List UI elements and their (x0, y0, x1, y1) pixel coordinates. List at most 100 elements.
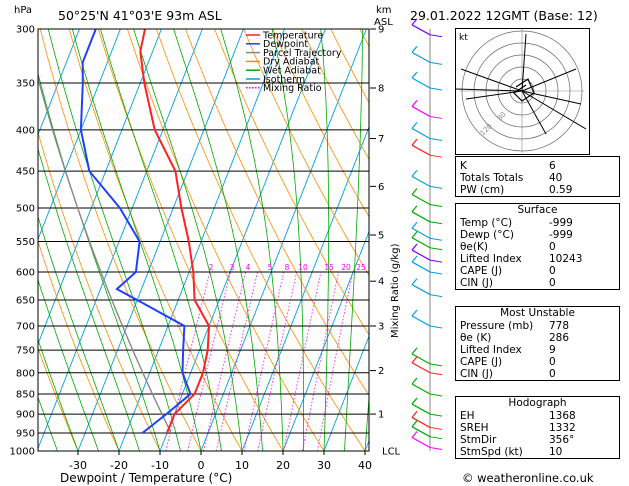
wind-barb-flag (411, 46, 418, 53)
index-row: Pressure (mb) 778 (456, 320, 619, 332)
index-key: Dewp (°C) (460, 229, 514, 241)
mixing-ratio-line (203, 271, 246, 451)
wind-barb (411, 249, 431, 261)
index-row: CAPE (J) 0 (456, 265, 619, 277)
index-row: Temp (°C) -999 (456, 217, 619, 229)
index-key: K (460, 160, 467, 172)
wet-adiabat-line (38, 396, 58, 451)
credit-text: © weatheronline.co.uk (462, 471, 594, 485)
mixing-ratio-line (257, 271, 298, 451)
wind-barb-feather (429, 185, 443, 189)
dry-adiabat-line (38, 346, 79, 451)
isotherm-line (159, 29, 326, 451)
wind-barb (411, 383, 431, 395)
mixing-ratio-line (316, 271, 354, 451)
pressure-tick-label: 1000 (10, 447, 35, 458)
wind-barb-feather (429, 413, 443, 417)
wind-barb-feather (429, 393, 443, 397)
wind-barb-feather (429, 446, 443, 450)
wind-barb-flag (411, 356, 418, 364)
height-tick-label: 1 (378, 410, 384, 421)
index-value: -999 (549, 217, 573, 229)
wind-barb-flag (411, 188, 418, 195)
index-row: CAPE (J) 0 (456, 356, 619, 368)
hodograph-trace (521, 90, 547, 135)
wind-barb-feather (429, 372, 443, 376)
height-tick-label: 5 (378, 231, 384, 242)
temp-tick-label: -10 (151, 459, 169, 472)
dewpoint-profile-line (79, 29, 192, 434)
index-row: Lifted Index 10243 (456, 253, 619, 265)
isotherm-line (241, 125, 369, 451)
index-key: Lifted Index (460, 344, 522, 356)
index-value: 286 (549, 332, 570, 344)
temp-tick-label: 0 (198, 459, 205, 472)
wind-barb-feather (429, 436, 443, 440)
index-key: PW (cm) (460, 184, 505, 196)
index-value: 356° (549, 434, 575, 446)
index-key: θe (K) (460, 332, 492, 344)
wet-adiabat-line (344, 29, 363, 451)
wind-barb (411, 127, 431, 140)
wind-barb-feather (429, 294, 443, 298)
index-key: Temp (°C) (460, 217, 513, 229)
height-tick-label: 7 (378, 134, 384, 145)
wet-adiabat-line (38, 338, 79, 451)
index-key: θe(K) (460, 241, 488, 253)
mixing-ratio-line (187, 271, 231, 451)
parcel-trajectory-line (38, 75, 172, 434)
isotherm-line (77, 29, 244, 451)
index-value: 0 (549, 277, 556, 289)
hodograph-title: Hodograph (508, 397, 567, 409)
most-unstable-title: Most Unstable (500, 307, 575, 319)
temp-tick-label: 40 (358, 459, 372, 472)
hodograph-trace (521, 90, 582, 105)
wind-barb-feather (429, 34, 443, 38)
pressure-tick-label: 300 (16, 25, 35, 36)
index-row: PW (cm) 0.59 (456, 184, 619, 196)
wind-barb-flag (411, 397, 418, 405)
wind-barb (411, 362, 431, 374)
index-key: Totals Totals (460, 172, 524, 184)
height-tick-label: 2 (378, 366, 384, 377)
wet-adiabat-line (364, 392, 369, 451)
pressure-tick-label: 800 (16, 368, 35, 379)
wind-barb-flag (411, 205, 418, 213)
wet-adiabat-line (38, 278, 99, 451)
wind-barb-feather (429, 154, 443, 158)
height-unit-km: km (376, 5, 392, 16)
wind-barb-feather (429, 115, 443, 119)
wind-barb-flag (411, 431, 418, 438)
mixing-ratio-line (165, 271, 211, 451)
mixing-ratio-label: 8 (285, 263, 290, 272)
index-value: 6 (549, 160, 556, 172)
wind-barb (411, 175, 431, 187)
isotherm-line (38, 29, 80, 136)
index-key: Lifted Index (460, 253, 522, 265)
wind-barb (411, 436, 431, 449)
wind-barb-feather (429, 325, 443, 329)
wind-barb-flag (411, 18, 418, 26)
index-value: 778 (549, 320, 570, 332)
index-row: StmDir 356° (456, 434, 619, 446)
height-tick-label: 3 (378, 321, 384, 332)
index-key: CIN (J) (460, 277, 493, 289)
wind-barb-feather (429, 426, 443, 430)
surface-title: Surface (517, 204, 558, 216)
height-tick-label: 8 (378, 84, 384, 95)
index-value: 1332 (549, 422, 576, 434)
wind-barb-flag (411, 420, 418, 428)
wind-barb (411, 237, 431, 249)
hodograph-trace (465, 90, 523, 100)
index-value: 1368 (549, 410, 576, 422)
mixing-ratio-line (302, 271, 339, 451)
legend-entry: Isotherm (263, 74, 305, 85)
mixing-ratio-label: 20 (341, 263, 351, 272)
hodograph-trace (521, 68, 577, 92)
wind-barb (411, 51, 431, 63)
index-row: Totals Totals 40 (456, 172, 619, 184)
temp-tick-label: -30 (69, 459, 87, 472)
dry-adiabat-line (39, 29, 202, 451)
wind-barb (411, 261, 431, 273)
